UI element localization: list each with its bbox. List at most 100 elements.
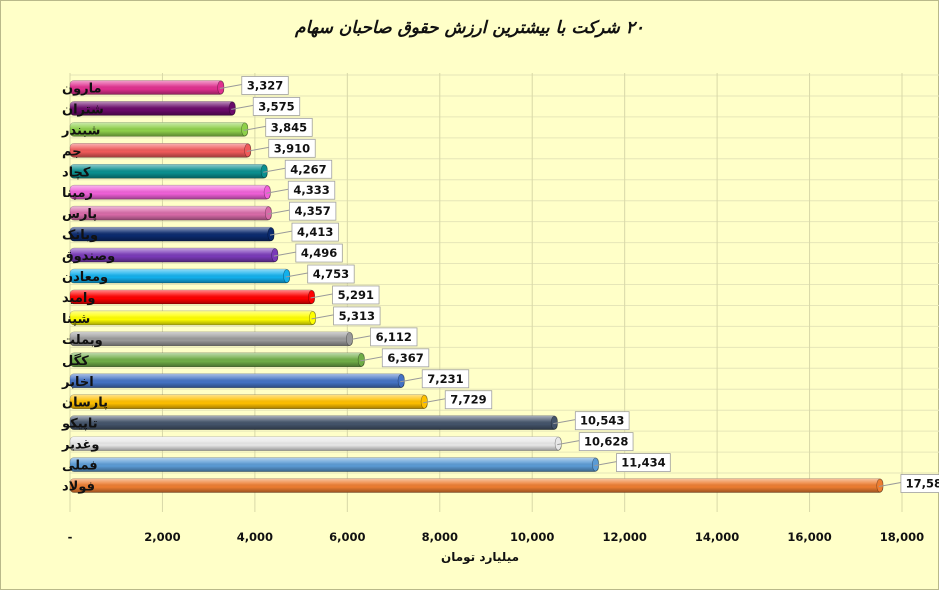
leader-line: [231, 104, 254, 110]
bar-highlight: [70, 122, 248, 137]
bar-highlight: [70, 457, 599, 472]
category-label: شپنا: [62, 312, 90, 327]
bar-highlight: [70, 478, 883, 493]
data-label: 3,910: [274, 141, 310, 155]
leader-line: [266, 188, 289, 194]
data-label: 4,357: [294, 204, 330, 218]
data-label: 10,628: [584, 435, 628, 449]
data-label-box: [332, 285, 380, 305]
data-label: 7,729: [450, 393, 486, 407]
category-label: تاپیکو: [61, 417, 98, 432]
data-label: 17,587: [906, 477, 939, 491]
bar-highlight: [70, 394, 428, 409]
leader-line: [219, 83, 242, 89]
x-tick-label: 14,000: [695, 530, 739, 544]
x-tick-label: 4,000: [237, 530, 273, 544]
data-label: 5,313: [339, 309, 375, 323]
data-label: 4,413: [297, 225, 333, 239]
category-label: ومعادن: [62, 270, 108, 285]
x-tick-label: 8,000: [422, 530, 458, 544]
category-label: وبانک: [62, 228, 98, 243]
category-label: پارسان: [62, 396, 108, 411]
bar-highlight: [70, 373, 405, 388]
data-label-box: [241, 76, 289, 95]
data-labels: 3,327 3,575 3,845 3,910 4,267 4,333 4,357 4,413…: [219, 76, 939, 493]
data-label: 4,333: [293, 183, 329, 197]
leader-line: [285, 272, 308, 278]
data-label: 10,543: [580, 414, 624, 428]
data-label: 6,367: [387, 351, 423, 365]
leader-line: [557, 440, 580, 446]
bar-highlight: [70, 185, 271, 200]
x-tick-label: 12,000: [602, 530, 646, 544]
bar-highlight: [70, 436, 562, 451]
x-tick-label: 10,000: [510, 530, 554, 544]
data-label: 11,434: [621, 456, 665, 470]
data-label: 4,496: [301, 246, 337, 260]
leader-line: [594, 461, 617, 467]
data-label-box: [370, 327, 418, 347]
data-label-box: [288, 201, 337, 221]
data-label-box: [268, 138, 316, 158]
data-label-box: [291, 222, 339, 242]
data-label: 3,575: [258, 99, 294, 113]
category-label: اخابر: [61, 375, 94, 390]
leader-line: [311, 314, 334, 320]
category-label: کگل: [62, 353, 89, 369]
leader-line: [246, 146, 269, 152]
x-axis-ticks: - 2,000 4,000 6,000 8,000 10,000 12,000 14,000 1…: [68, 530, 925, 544]
category-label: وغدیر: [61, 438, 99, 453]
bar-highlight: [70, 415, 558, 430]
data-label-box: [333, 306, 381, 326]
data-label-box: [381, 348, 430, 368]
bar-highlight: [70, 206, 272, 221]
leader-line: [400, 377, 423, 383]
x-axis-label: میلیارد تومان: [440, 550, 520, 564]
leader-line: [553, 419, 576, 425]
gridlines: [69, 73, 939, 512]
category-label: شتران: [62, 102, 104, 117]
x-tick-label: 2,000: [144, 530, 180, 544]
leader-line: [263, 167, 286, 173]
leader-line: [878, 482, 901, 488]
bar-highlight: [70, 143, 251, 158]
bar-highlight: [70, 310, 316, 325]
category-label: پارس: [62, 207, 97, 222]
x-tick-label: 18,000: [880, 530, 924, 544]
data-label-box: [421, 369, 470, 389]
bar-highlight: [70, 80, 224, 95]
category-label: وصندوق: [62, 249, 115, 264]
data-label-box: [900, 474, 939, 493]
leader-line: [423, 398, 446, 404]
bar-highlight: [70, 227, 274, 242]
data-label: 5,291: [338, 288, 374, 302]
category-label: وبملت: [62, 333, 103, 348]
bar-highlight: [70, 101, 236, 116]
x-tick-label: 6,000: [329, 530, 365, 544]
category-label: مارون: [62, 81, 102, 96]
leader-line: [267, 209, 290, 215]
data-label: 4,753: [313, 267, 349, 281]
data-label-box: [444, 390, 493, 410]
data-label-box: [574, 411, 630, 431]
data-label-box: [287, 180, 336, 200]
category-labels: مارون شتران شبندر جم کچاد رمپنا پارس وبانک وصندو…: [61, 81, 115, 494]
category-label: شبندر: [61, 123, 100, 138]
data-label: 7,231: [427, 372, 463, 386]
category-label: وامید: [62, 291, 95, 306]
data-label-box: [307, 264, 355, 284]
leader-line: [360, 356, 383, 362]
leader-line: [348, 335, 371, 341]
data-label-box: [284, 159, 333, 179]
bar-highlight: [70, 269, 290, 284]
data-label-box: [252, 97, 301, 116]
category-label: رمپنا: [62, 186, 93, 201]
bar-highlight: [70, 352, 365, 367]
data-label: 3,327: [247, 78, 283, 92]
category-label: جم: [62, 144, 82, 159]
x-tick-label: -: [68, 530, 73, 544]
data-label-box: [265, 117, 313, 137]
data-label-box: [578, 432, 634, 452]
data-label-box: [295, 243, 343, 263]
